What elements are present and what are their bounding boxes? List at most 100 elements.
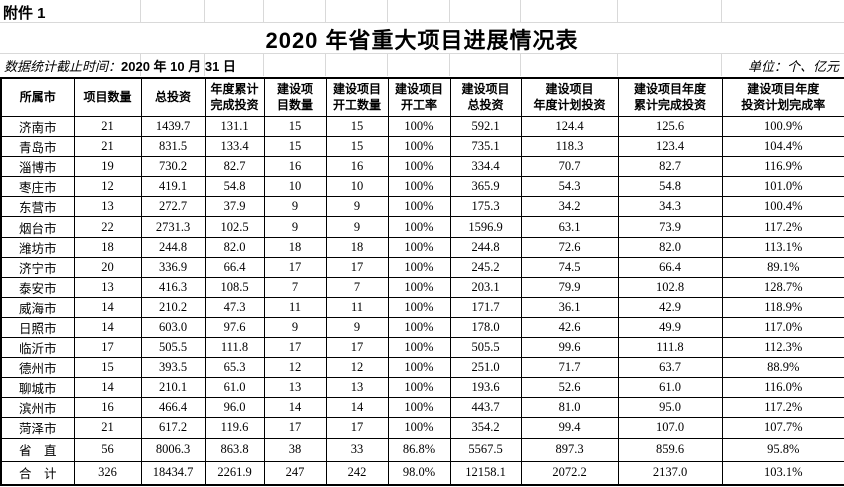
value-cell: 63.7 (617, 357, 723, 379)
value-cell: 100% (387, 377, 451, 399)
value-cell: 735.1 (449, 136, 522, 158)
value-cell: 17 (263, 337, 327, 359)
value-cell: 251.0 (449, 357, 522, 379)
value-cell: 117.0% (721, 316, 844, 339)
value-cell: 12 (325, 357, 389, 379)
value-cell: 14 (73, 296, 142, 318)
value-cell: 15 (325, 136, 389, 158)
spreadsheet-gridline (721, 0, 722, 22)
value-cell: 12 (263, 357, 327, 379)
value-cell: 592.1 (449, 115, 522, 138)
spreadsheet-gridline (520, 53, 521, 76)
value-cell: 19 (73, 156, 142, 178)
value-cell: 272.7 (140, 196, 206, 218)
spreadsheet-gridline (325, 53, 326, 76)
value-cell: 9 (263, 196, 327, 218)
stats-cutoff-note: 数据统计截止时间：2020 年 10 月 31 日 (4, 56, 236, 75)
unit-note: 单位：个、亿元 (747, 59, 839, 74)
spreadsheet-gridline (204, 0, 205, 22)
value-cell: 2072.2 (520, 460, 619, 486)
value-cell: 863.8 (204, 437, 265, 462)
table-row: 菏泽市 21 617.2 119.6 17 17 100% 354.2 99.4 107.0 107… (0, 417, 844, 439)
value-cell: 21 (73, 136, 142, 158)
spreadsheet-gridline (140, 53, 141, 76)
table-row: 烟台市 22 2731.3 102.5 9 9 100% 1596.9 63.1 73.9 117.… (0, 216, 844, 238)
value-cell: 18434.7 (140, 460, 206, 486)
value-cell: 14 (73, 316, 142, 339)
value-cell: 859.6 (617, 437, 723, 462)
value-cell: 14 (325, 397, 389, 419)
city-cell: 枣庄市 (0, 176, 75, 198)
value-cell: 1596.9 (449, 216, 522, 238)
value-cell: 131.1 (204, 115, 265, 138)
header-construction-total-investment: 建设项目 总投资 (449, 77, 522, 117)
value-cell: 247 (263, 460, 327, 486)
value-cell: 124.4 (520, 115, 619, 138)
city-cell: 淄博市 (0, 156, 75, 178)
value-cell: 99.6 (520, 337, 619, 359)
value-cell: 89.1% (721, 256, 844, 278)
header-city: 所属市 (0, 77, 75, 117)
value-cell: 49.9 (617, 316, 723, 339)
value-cell: 9 (325, 196, 389, 218)
value-cell: 7 (263, 276, 327, 298)
value-cell: 100% (387, 216, 451, 238)
value-cell: 17 (73, 337, 142, 359)
value-cell: 82.7 (617, 156, 723, 178)
value-cell: 175.3 (449, 196, 522, 218)
value-cell: 107.7% (721, 417, 844, 439)
spreadsheet-gridline (449, 0, 450, 22)
spreadsheet-gridline (204, 53, 205, 76)
city-cell: 济宁市 (0, 256, 75, 278)
value-cell: 61.0 (204, 377, 265, 399)
value-cell: 193.6 (449, 377, 522, 399)
value-cell: 100% (387, 316, 451, 339)
value-cell: 2731.3 (140, 216, 206, 238)
value-cell: 36.1 (520, 296, 619, 318)
value-cell: 52.6 (520, 377, 619, 399)
value-cell: 210.1 (140, 377, 206, 399)
value-cell: 21 (73, 115, 142, 138)
value-cell: 117.2% (721, 397, 844, 419)
value-cell: 10 (263, 176, 327, 198)
table-row: 滨州市 16 466.4 96.0 14 14 100% 443.7 81.0 95.0 117.2… (0, 397, 844, 419)
value-cell: 1439.7 (140, 115, 206, 138)
city-cell: 临沂市 (0, 337, 75, 359)
spreadsheet-gridline (0, 22, 844, 23)
city-cell: 潍坊市 (0, 236, 75, 258)
value-cell: 16 (325, 156, 389, 178)
value-cell: 118.9% (721, 296, 844, 318)
city-cell: 滨州市 (0, 397, 75, 419)
value-cell: 65.3 (204, 357, 265, 379)
value-cell: 336.9 (140, 256, 206, 278)
value-cell: 104.4% (721, 136, 844, 158)
value-cell: 14 (73, 377, 142, 399)
value-cell: 12158.1 (449, 460, 522, 486)
header-project-count: 项目数量 (73, 77, 142, 117)
attachment-label: 附件 1 (3, 5, 46, 22)
value-cell: 79.9 (520, 276, 619, 298)
value-cell: 100% (387, 397, 451, 419)
value-cell: 54.3 (520, 176, 619, 198)
page-title: 2020 年省重大项目进展情况表 (265, 28, 579, 53)
value-cell: 18 (73, 236, 142, 258)
value-cell: 16 (73, 397, 142, 419)
table-header-row: 所属市 项目数量 总投资 年度累计 完成投资 建设项 目数量 建设项目 开工数量… (0, 77, 844, 117)
value-cell: 244.8 (140, 236, 206, 258)
value-cell: 100% (387, 337, 451, 359)
city-cell: 烟台市 (0, 216, 75, 238)
value-cell: 18 (325, 236, 389, 258)
table-row: 临沂市 17 505.5 111.8 17 17 100% 505.5 99.6 111.8 112… (0, 337, 844, 359)
value-cell: 100% (387, 196, 451, 218)
value-cell: 54.8 (617, 176, 723, 198)
value-cell: 11 (263, 296, 327, 318)
value-cell: 100% (387, 357, 451, 379)
value-cell: 111.8 (204, 337, 265, 359)
value-cell: 18 (263, 236, 327, 258)
value-cell: 82.0 (617, 236, 723, 258)
value-cell: 2137.0 (617, 460, 723, 486)
value-cell: 505.5 (140, 337, 206, 359)
table-row: 淄博市 19 730.2 82.7 16 16 100% 334.4 70.7 82.7 116.9… (0, 156, 844, 178)
value-cell: 73.9 (617, 216, 723, 238)
